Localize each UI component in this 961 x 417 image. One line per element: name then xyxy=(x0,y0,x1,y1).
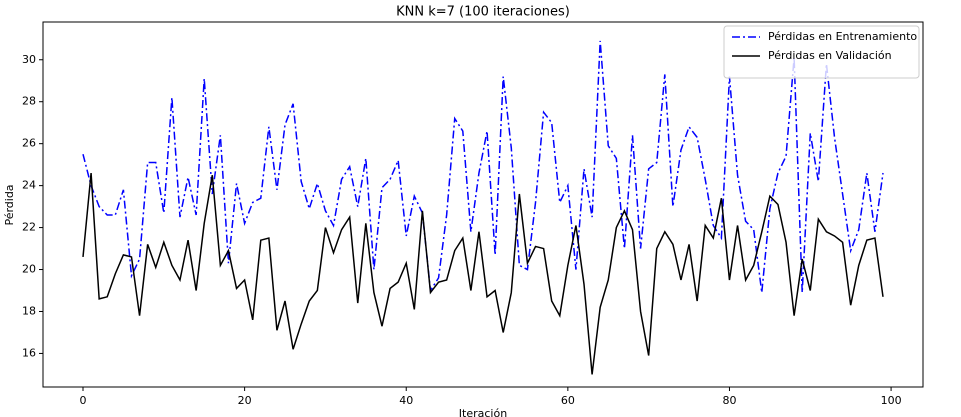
x-tick-label: 40 xyxy=(399,394,413,407)
legend-box xyxy=(723,25,920,79)
y-tick-label: 26 xyxy=(22,137,36,150)
plot-frame xyxy=(42,21,924,388)
chart-title: KNN k=7 (100 iteraciones) xyxy=(396,5,570,20)
y-tick-label: 28 xyxy=(22,95,36,108)
legend-label: Pérdidas en Validación xyxy=(768,49,892,62)
x-tick-label: 100 xyxy=(881,394,902,407)
x-axis-label: Iteración xyxy=(459,407,507,417)
y-tick-label: 20 xyxy=(22,263,36,276)
x-tick-label: 0 xyxy=(80,394,87,407)
x-tick-label: 60 xyxy=(561,394,575,407)
y-tick-label: 18 xyxy=(22,304,36,317)
legend-label: Pérdidas en Entrenamiento xyxy=(768,30,917,43)
x-tick-label: 20 xyxy=(238,394,252,407)
y-axis-label: Pérdida xyxy=(3,184,16,225)
y-tick-label: 16 xyxy=(22,346,36,359)
y-tick-label: 22 xyxy=(22,221,36,234)
series-line xyxy=(82,172,884,375)
y-tick-label: 30 xyxy=(22,53,36,66)
x-tick-label: 80 xyxy=(722,394,736,407)
y-tick-label: 24 xyxy=(22,179,36,192)
